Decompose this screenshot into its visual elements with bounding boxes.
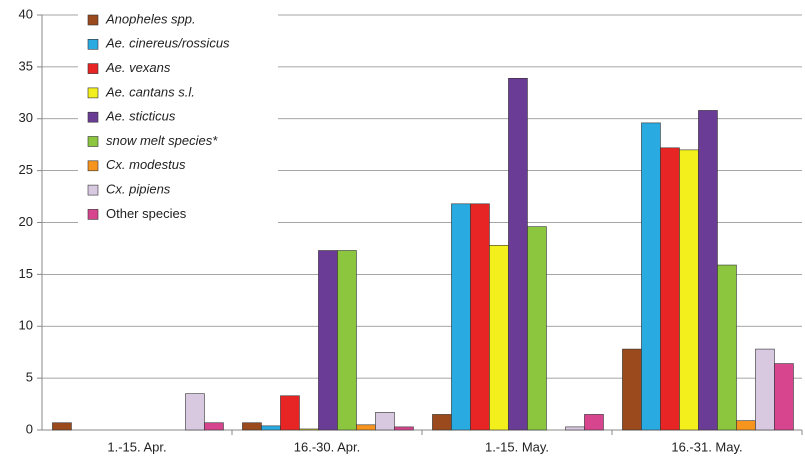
legend-swatch <box>87 136 99 147</box>
legend-label: Ae. sticticus <box>105 109 176 124</box>
legend-box <box>78 6 278 246</box>
y-tick-label: 30 <box>19 110 33 125</box>
y-tick-label: 35 <box>19 58 33 73</box>
bar <box>527 226 547 431</box>
bar <box>717 264 737 431</box>
bar <box>394 426 414 431</box>
bar <box>204 422 224 431</box>
legend-label: Anopheles spp. <box>105 11 196 26</box>
bar <box>318 250 338 431</box>
bar <box>356 424 376 431</box>
legend-swatch <box>87 38 99 50</box>
x-tick-label: 1.-15. May. <box>485 439 549 454</box>
bar <box>679 149 699 431</box>
legend-label: Other species <box>106 206 187 221</box>
legend-label: Ae. cantans s.l. <box>105 84 195 99</box>
y-tick-label: 40 <box>19 6 33 21</box>
bar <box>755 348 775 431</box>
legend-swatch <box>87 209 99 220</box>
legend-swatch <box>87 87 99 99</box>
legend-label: Ae. vexans <box>105 60 171 75</box>
legend-label: Cx. pipiens <box>106 182 171 197</box>
bar <box>375 412 395 431</box>
legend-label: snow melt species* <box>106 133 218 148</box>
bar <box>432 414 452 431</box>
bar <box>584 414 604 431</box>
bar <box>698 110 718 431</box>
bar <box>185 393 205 431</box>
bar <box>565 426 585 431</box>
y-tick-label: 20 <box>19 214 33 229</box>
y-tick-label: 10 <box>19 318 33 333</box>
y-tick-label: 25 <box>19 162 33 177</box>
legend-label: Cx. modestus <box>106 157 186 172</box>
bar <box>242 422 262 431</box>
bar <box>337 250 357 431</box>
bar <box>774 363 794 431</box>
legend-swatch <box>87 14 99 26</box>
bar <box>280 395 300 431</box>
bar <box>52 422 72 431</box>
legend-swatch <box>87 184 99 196</box>
bar <box>451 203 471 431</box>
bar <box>299 428 319 431</box>
y-tick-label: 5 <box>26 370 33 385</box>
bar <box>470 203 490 431</box>
x-tick-label: 16.-31. May. <box>671 439 742 454</box>
bar <box>622 348 642 431</box>
legend-swatch <box>87 63 99 74</box>
bar <box>660 147 680 431</box>
bar <box>489 245 509 431</box>
y-tick-label: 0 <box>26 421 33 436</box>
x-tick-label: 1.-15. Apr. <box>107 439 166 454</box>
legend-swatch <box>87 160 99 172</box>
legend-label: Ae. cinereus/rossicus <box>105 36 230 51</box>
bar <box>736 420 756 431</box>
legend-swatch <box>87 111 99 123</box>
bar <box>641 122 661 431</box>
bar <box>508 77 528 431</box>
bar <box>261 425 281 431</box>
y-tick-label: 15 <box>19 266 33 281</box>
x-tick-label: 16.-30. Apr. <box>294 439 361 454</box>
